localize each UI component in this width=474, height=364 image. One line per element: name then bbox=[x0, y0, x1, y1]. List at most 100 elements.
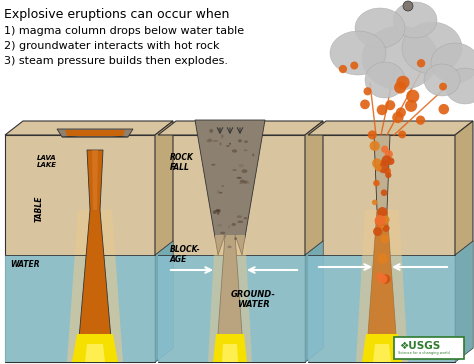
Ellipse shape bbox=[216, 209, 220, 213]
Ellipse shape bbox=[330, 31, 386, 75]
Ellipse shape bbox=[237, 177, 242, 179]
Ellipse shape bbox=[220, 232, 226, 234]
Circle shape bbox=[374, 215, 385, 226]
Polygon shape bbox=[195, 120, 265, 362]
Ellipse shape bbox=[240, 180, 245, 183]
Polygon shape bbox=[92, 150, 98, 210]
Circle shape bbox=[381, 146, 388, 153]
Ellipse shape bbox=[218, 224, 222, 226]
Ellipse shape bbox=[217, 213, 219, 215]
Ellipse shape bbox=[355, 8, 405, 48]
Circle shape bbox=[384, 167, 391, 175]
Polygon shape bbox=[208, 235, 252, 362]
Circle shape bbox=[387, 158, 394, 165]
Polygon shape bbox=[158, 135, 305, 362]
Circle shape bbox=[396, 107, 406, 118]
Circle shape bbox=[376, 214, 384, 222]
Ellipse shape bbox=[213, 140, 218, 142]
Circle shape bbox=[396, 76, 410, 89]
Polygon shape bbox=[455, 121, 473, 362]
Polygon shape bbox=[65, 130, 125, 136]
Polygon shape bbox=[158, 255, 305, 362]
Ellipse shape bbox=[231, 223, 236, 226]
Text: TABLE: TABLE bbox=[35, 195, 44, 222]
Polygon shape bbox=[362, 334, 402, 362]
Polygon shape bbox=[305, 121, 323, 362]
Circle shape bbox=[368, 130, 377, 139]
Ellipse shape bbox=[244, 217, 247, 219]
Ellipse shape bbox=[221, 134, 224, 138]
Circle shape bbox=[378, 221, 384, 228]
Text: ❖USGS: ❖USGS bbox=[399, 341, 440, 351]
Circle shape bbox=[375, 216, 385, 226]
Ellipse shape bbox=[244, 141, 248, 143]
Circle shape bbox=[384, 150, 393, 158]
Circle shape bbox=[417, 59, 425, 67]
Polygon shape bbox=[373, 344, 391, 362]
Polygon shape bbox=[77, 150, 113, 362]
Ellipse shape bbox=[365, 62, 405, 98]
Polygon shape bbox=[308, 135, 455, 362]
Text: BLOCK-
AGE: BLOCK- AGE bbox=[170, 245, 201, 264]
Circle shape bbox=[394, 81, 406, 94]
Ellipse shape bbox=[221, 185, 224, 187]
Circle shape bbox=[403, 1, 413, 11]
Circle shape bbox=[339, 65, 347, 73]
Polygon shape bbox=[356, 210, 408, 362]
Circle shape bbox=[377, 104, 387, 115]
Ellipse shape bbox=[215, 209, 220, 213]
Ellipse shape bbox=[208, 139, 212, 141]
Ellipse shape bbox=[219, 192, 222, 193]
Ellipse shape bbox=[232, 149, 237, 153]
Polygon shape bbox=[57, 129, 133, 137]
Ellipse shape bbox=[243, 181, 248, 184]
Circle shape bbox=[383, 225, 390, 232]
Circle shape bbox=[373, 227, 382, 236]
Ellipse shape bbox=[229, 143, 231, 145]
Ellipse shape bbox=[237, 215, 242, 218]
Circle shape bbox=[378, 274, 387, 284]
Circle shape bbox=[385, 172, 392, 178]
Circle shape bbox=[405, 100, 417, 112]
Ellipse shape bbox=[217, 128, 221, 130]
Polygon shape bbox=[366, 135, 398, 362]
Circle shape bbox=[377, 253, 388, 264]
Circle shape bbox=[377, 207, 388, 218]
Ellipse shape bbox=[207, 140, 212, 142]
Ellipse shape bbox=[226, 145, 230, 147]
Ellipse shape bbox=[244, 150, 247, 151]
Circle shape bbox=[381, 234, 390, 244]
Text: Science for a changing world: Science for a changing world bbox=[398, 351, 450, 355]
Polygon shape bbox=[155, 121, 173, 362]
Circle shape bbox=[372, 158, 382, 168]
Ellipse shape bbox=[238, 164, 244, 167]
Ellipse shape bbox=[211, 164, 216, 166]
Polygon shape bbox=[72, 334, 118, 362]
Polygon shape bbox=[158, 121, 323, 135]
Circle shape bbox=[381, 274, 390, 284]
Circle shape bbox=[398, 130, 406, 138]
Polygon shape bbox=[308, 255, 455, 362]
Circle shape bbox=[373, 180, 380, 186]
Ellipse shape bbox=[234, 238, 237, 240]
Circle shape bbox=[439, 83, 447, 91]
Ellipse shape bbox=[431, 43, 474, 83]
Polygon shape bbox=[67, 210, 123, 362]
Circle shape bbox=[392, 112, 403, 123]
Text: ROCK
FALL: ROCK FALL bbox=[170, 153, 194, 173]
Circle shape bbox=[364, 87, 372, 95]
Polygon shape bbox=[5, 255, 155, 362]
Text: GROUND-
WATER: GROUND- WATER bbox=[230, 290, 275, 309]
Ellipse shape bbox=[242, 169, 247, 173]
Polygon shape bbox=[366, 210, 398, 362]
Ellipse shape bbox=[424, 64, 460, 96]
Polygon shape bbox=[213, 334, 247, 362]
Ellipse shape bbox=[238, 139, 242, 142]
Ellipse shape bbox=[228, 246, 232, 248]
Circle shape bbox=[372, 199, 377, 205]
Polygon shape bbox=[308, 121, 473, 135]
Ellipse shape bbox=[239, 182, 243, 184]
Polygon shape bbox=[305, 241, 323, 362]
Circle shape bbox=[374, 164, 382, 171]
Circle shape bbox=[416, 115, 425, 125]
